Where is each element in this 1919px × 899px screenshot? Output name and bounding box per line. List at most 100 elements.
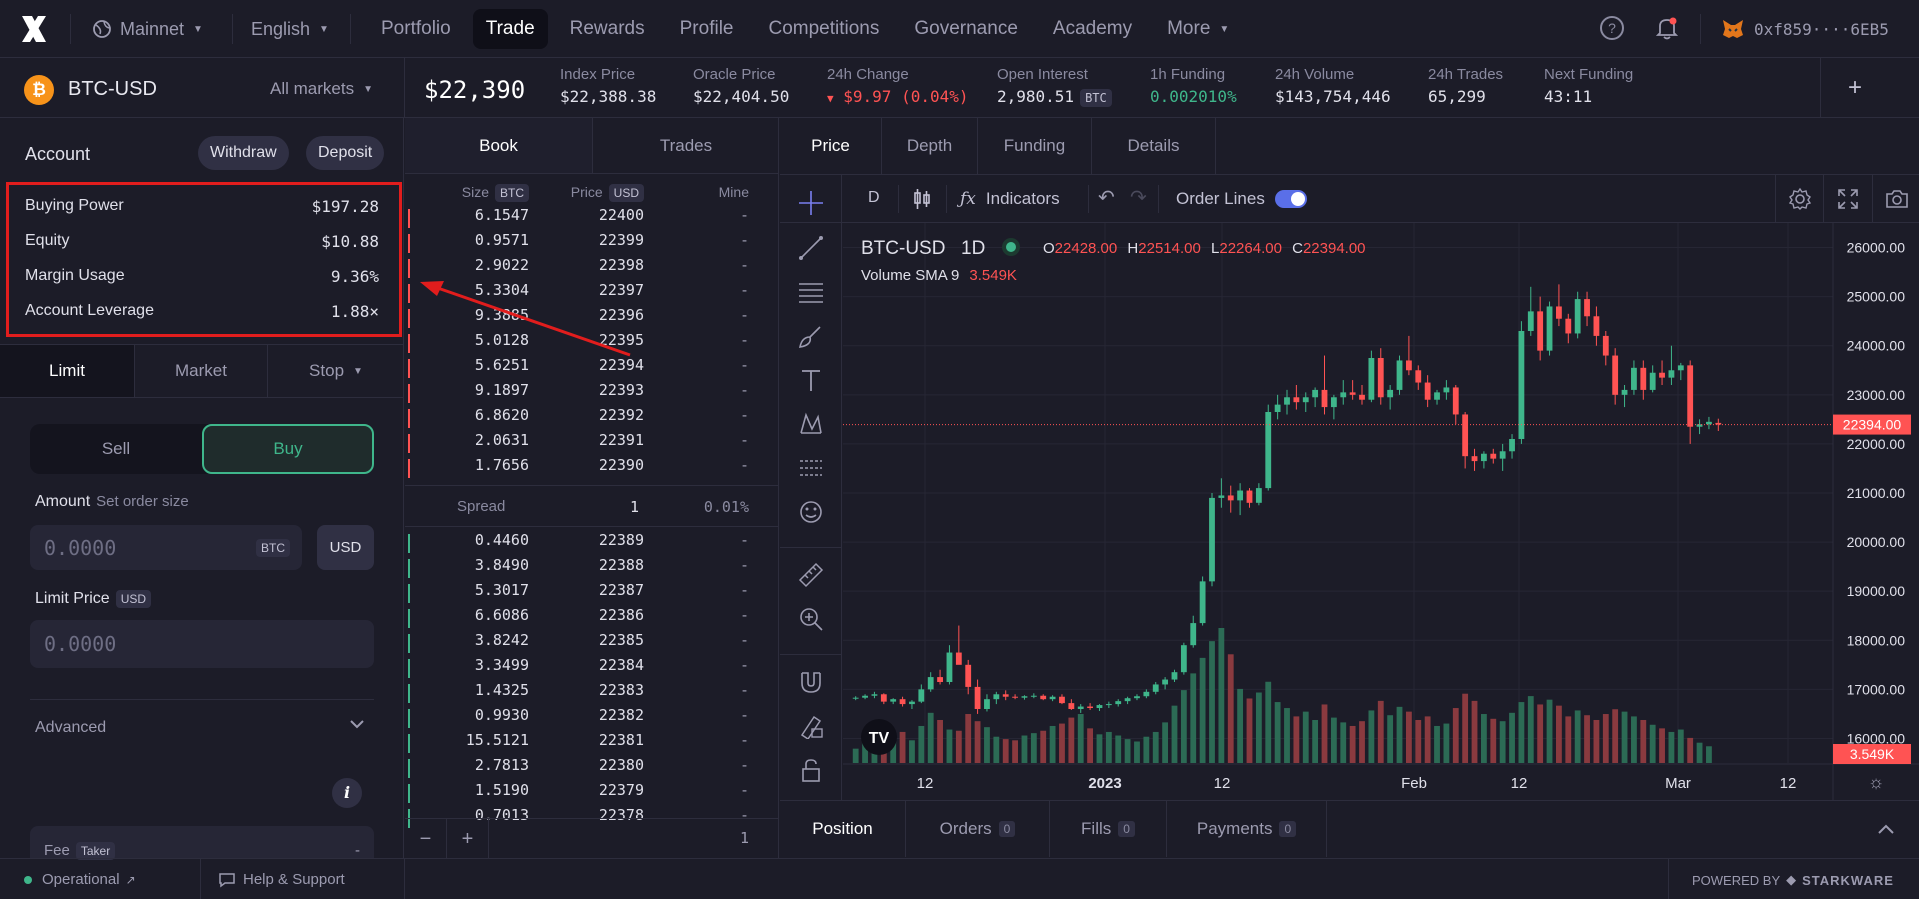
info-icon[interactable]: i <box>332 778 362 808</box>
ask-row[interactable]: 2.0631 22391 - <box>405 431 778 456</box>
nav-portfolio[interactable]: Portfolio <box>381 18 451 39</box>
zoom-icon[interactable] <box>798 606 824 632</box>
sell-button[interactable]: Sell <box>101 439 131 458</box>
tab-limit[interactable]: Limit <box>0 345 134 397</box>
bid-row[interactable]: 3.8242 22385 - <box>405 631 778 656</box>
tab-details[interactable]: Details <box>1092 118 1216 174</box>
ask-row[interactable]: 1.7656 22390 - <box>405 456 778 481</box>
text-icon[interactable] <box>798 367 824 393</box>
bid-row[interactable]: 5.3017 22387 - <box>405 581 778 606</box>
usd-toggle-button[interactable]: USD <box>317 525 374 570</box>
tab-market[interactable]: Market <box>134 345 268 397</box>
redo-icon[interactable]: ↷ <box>1130 187 1147 209</box>
candle-body <box>909 701 915 705</box>
lock-draw-icon[interactable] <box>798 713 824 739</box>
bid-row[interactable]: 15.5121 22381 - <box>405 731 778 756</box>
candle-body <box>1340 392 1347 398</box>
pattern-icon[interactable] <box>798 411 824 437</box>
ask-row[interactable]: 2.9022 22398 - <box>405 256 778 281</box>
limit-price-input[interactable]: 0.0000 <box>30 620 374 668</box>
indicators-button[interactable]: ƒx Indicators <box>960 185 1060 213</box>
depth-bar <box>408 534 410 553</box>
emoji-icon[interactable] <box>798 499 824 525</box>
bid-row[interactable]: 3.3499 22384 - <box>405 656 778 681</box>
nav-trade[interactable]: Trade <box>472 9 548 49</box>
forecast-icon[interactable] <box>798 455 824 481</box>
tab-price[interactable]: Price <box>780 118 882 174</box>
nav-rewards[interactable]: Rewards <box>569 18 645 39</box>
all-markets-selector[interactable]: All markets ▼ <box>270 79 373 99</box>
language-selector[interactable]: English ▼ <box>251 0 329 58</box>
network-selector[interactable]: Mainnet ▼ <box>92 0 203 58</box>
ask-row[interactable]: 6.8620 22392 - <box>405 406 778 431</box>
buy-button[interactable]: Buy <box>202 424 374 474</box>
settings-gear-icon[interactable] <box>1788 187 1812 211</box>
interval-selector[interactable]: D <box>868 189 880 206</box>
book-header: Size BTC Price USD Mine <box>405 184 778 204</box>
ask-row[interactable]: 5.3304 22397 - <box>405 281 778 306</box>
tab-book[interactable]: Book <box>405 118 592 174</box>
y-tick-label: 20000.00 <box>1847 534 1906 550</box>
bid-row[interactable]: 0.9930 22382 - <box>405 706 778 731</box>
tab-orders[interactable]: Orders 0 <box>906 801 1050 857</box>
camera-icon[interactable] <box>1884 187 1910 211</box>
candle-body <box>1171 672 1178 680</box>
amount-input[interactable]: 0.0000 BTC <box>30 525 302 570</box>
globe-icon <box>93 20 111 38</box>
bid-row[interactable]: 0.4460 22389 - <box>405 531 778 556</box>
bid-row[interactable]: 1.5190 22379 - <box>405 781 778 806</box>
row-price: 22379 <box>598 781 644 799</box>
add-market-button[interactable]: + <box>1848 74 1863 101</box>
candle-body <box>1527 311 1534 331</box>
price-chart[interactable]: 26000.00 25000.00 24000.00 23000.00 22000.00… <box>843 223 1919 800</box>
operational-status[interactable]: Operational ↗ <box>24 871 136 888</box>
volume-bar <box>1443 723 1450 763</box>
ruler-icon[interactable] <box>798 562 824 588</box>
bell-icon[interactable] <box>1656 16 1678 40</box>
bid-row[interactable]: 3.8490 22388 - <box>405 556 778 581</box>
trend-line-icon[interactable] <box>798 235 824 261</box>
wallet-button[interactable]: 0xf859····6EB5 <box>1722 0 1889 58</box>
fib-lines-icon[interactable] <box>798 279 824 305</box>
nav-profile[interactable]: Profile <box>679 18 734 39</box>
ask-row[interactable]: 9.3885 22396 - <box>405 306 778 331</box>
chevron-up-icon[interactable] <box>1877 823 1895 835</box>
tab-position[interactable]: Position <box>780 801 906 857</box>
bid-row[interactable]: 2.7813 22380 - <box>405 756 778 781</box>
bid-row[interactable]: 1.4325 22383 - <box>405 681 778 706</box>
nav-academy[interactable]: Academy <box>1052 18 1133 39</box>
order-lines-toggle[interactable]: Order Lines <box>1176 185 1307 213</box>
candles-icon[interactable] <box>910 187 934 211</box>
tab-funding[interactable]: Funding <box>978 118 1092 174</box>
tab-stop[interactable]: Stop ▼ <box>268 345 404 397</box>
nav-competitions[interactable]: Competitions <box>768 18 880 39</box>
ask-row[interactable]: 9.1897 22393 - <box>405 381 778 406</box>
zoom-out-button[interactable]: − <box>405 819 447 858</box>
ask-row[interactable]: 5.6251 22394 - <box>405 356 778 381</box>
y-tick-label: 19000.00 <box>1847 583 1906 599</box>
help-icon[interactable]: ? <box>1600 16 1624 40</box>
lock-icon[interactable] <box>798 757 824 783</box>
tab-trades[interactable]: Trades <box>592 118 778 174</box>
dydx-logo[interactable] <box>20 14 48 44</box>
brush-icon[interactable] <box>798 323 824 349</box>
powered-by[interactable]: POWERED BY ◆ STARKWARE <box>1692 872 1894 888</box>
tab-depth[interactable]: Depth <box>882 118 978 174</box>
nav-more[interactable]: More ▼ <box>1154 9 1242 49</box>
nav-governance[interactable]: Governance <box>914 18 1018 39</box>
crosshair-icon[interactable] <box>798 190 824 216</box>
deposit-button[interactable]: Deposit <box>306 136 385 170</box>
help-support-link[interactable]: Help & Support <box>218 871 345 888</box>
tab-fills[interactable]: Fills 0 <box>1050 801 1167 857</box>
withdraw-button[interactable]: Withdraw <box>198 136 289 170</box>
ask-row[interactable]: 5.0128 22395 - <box>405 331 778 356</box>
advanced-toggle[interactable]: Advanced <box>35 719 365 737</box>
ask-row[interactable]: 6.1547 22400 - <box>405 206 778 231</box>
fullscreen-icon[interactable] <box>1836 187 1860 211</box>
bid-row[interactable]: 6.6086 22386 - <box>405 606 778 631</box>
ask-row[interactable]: 0.9571 22399 - <box>405 231 778 256</box>
undo-icon[interactable]: ↶ <box>1098 187 1115 209</box>
zoom-in-button[interactable]: + <box>447 819 489 858</box>
magnet-icon[interactable] <box>798 669 824 695</box>
tab-payments[interactable]: Payments 0 <box>1167 801 1327 857</box>
